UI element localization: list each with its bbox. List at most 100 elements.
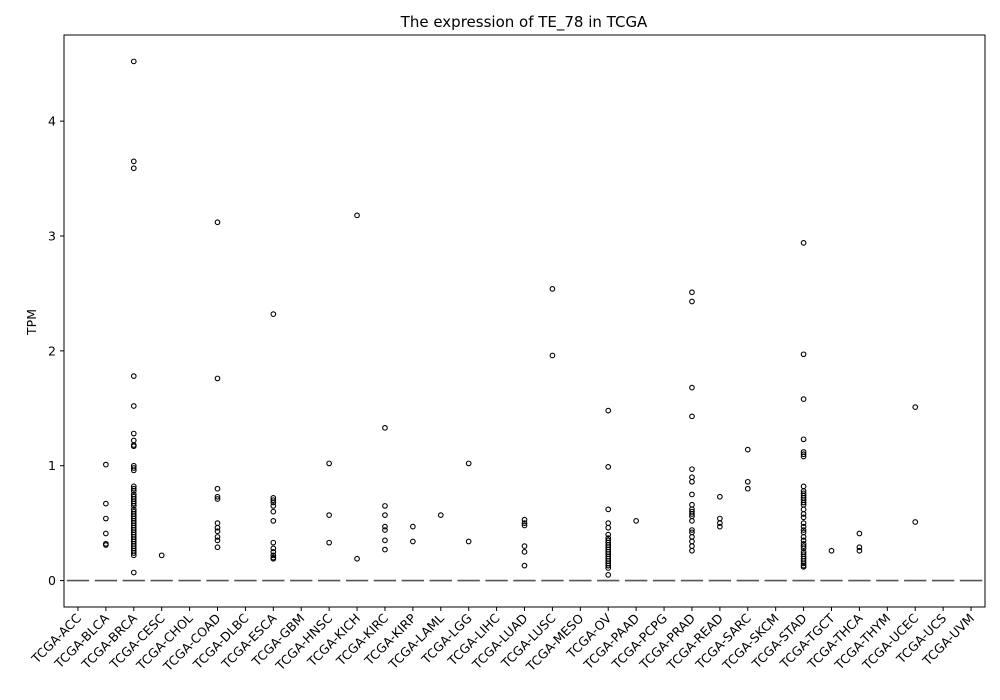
- outlier-point: [130, 165, 137, 172]
- outlier-point: [717, 523, 723, 530]
- outlier-point: [605, 562, 612, 569]
- outlier-point: [130, 467, 137, 474]
- outlier-point: [717, 520, 723, 527]
- outlier-point: [717, 515, 723, 522]
- outlier-point: [270, 508, 277, 515]
- outlier-point: [800, 436, 807, 443]
- outlier-point: [270, 545, 277, 552]
- y-tick-label: 3: [48, 229, 56, 244]
- outlier-point: [326, 512, 332, 518]
- outlier-point: [103, 515, 109, 522]
- outlier-point: [800, 543, 807, 549]
- outlier-point: [214, 375, 221, 382]
- outlier-point: [828, 547, 835, 554]
- outlier-point: [214, 219, 221, 226]
- outlier-point: [270, 539, 277, 546]
- outlier-point: [130, 465, 137, 471]
- outlier-point: [689, 527, 695, 533]
- y-tick-label: 2: [48, 343, 56, 358]
- outlier-point: [354, 212, 360, 219]
- outlier-point: [521, 522, 528, 529]
- outlier-point: [800, 483, 807, 490]
- outlier-point: [382, 527, 388, 533]
- outlier-point: [800, 396, 807, 402]
- outlier-point: [689, 518, 695, 524]
- outlier-point: [744, 446, 751, 453]
- outlier-point: [465, 538, 472, 545]
- outlier-point: [130, 503, 137, 509]
- outlier-point: [521, 549, 528, 555]
- outlier-point: [800, 514, 807, 521]
- outlier-point: [130, 569, 137, 576]
- outlier-point: [689, 466, 695, 473]
- outlier-point: [270, 499, 277, 506]
- outlier-point: [605, 531, 612, 538]
- y-tick-label: 1: [48, 458, 56, 473]
- chart-title: The expression of TE_78 in TCGA: [400, 13, 648, 32]
- outlier-point: [633, 518, 639, 524]
- outlier-point: [382, 512, 388, 518]
- outlier-point: [689, 543, 695, 549]
- outlier-point: [605, 407, 612, 414]
- y-tick-label: 0: [48, 573, 56, 588]
- outlier-point: [689, 534, 695, 540]
- outlier-point: [130, 485, 137, 492]
- outlier-point: [214, 534, 221, 540]
- outlier-point: [689, 491, 695, 498]
- outlier-point: [103, 542, 109, 548]
- outlier-point: [521, 543, 528, 549]
- outlier-point: [605, 571, 612, 578]
- plot-area: 01234TCGA-ACCTCGA-BLCATCGA-BRCATCGA-CESC…: [28, 58, 983, 675]
- outlier-point: [800, 527, 807, 533]
- outlier-point: [800, 545, 807, 552]
- outlier-point: [437, 512, 444, 518]
- outlier-point: [214, 493, 221, 500]
- outlier-point: [270, 552, 277, 559]
- outlier-point: [800, 563, 807, 570]
- outlier-point: [521, 520, 528, 527]
- outlier-point: [270, 518, 277, 524]
- outlier-point: [912, 519, 919, 525]
- outlier-point: [103, 530, 109, 537]
- outlier-point: [744, 485, 751, 492]
- outlier-point: [382, 546, 388, 553]
- plot-frame: [63, 34, 986, 608]
- outlier-point: [130, 443, 137, 450]
- outlier-point: [689, 547, 695, 554]
- outlier-point: [130, 488, 137, 494]
- outlier-point: [270, 497, 277, 504]
- outlier-point: [689, 298, 695, 305]
- outlier-point: [689, 501, 695, 508]
- outlier-point: [800, 523, 807, 530]
- outlier-point: [605, 524, 612, 531]
- outlier-point: [354, 555, 360, 562]
- outlier-point: [800, 351, 807, 358]
- outlier-point: [214, 537, 221, 544]
- outlier-point: [130, 550, 137, 556]
- outlier-point: [800, 499, 807, 506]
- outlier-point: [130, 58, 137, 65]
- outlier-point: [382, 523, 388, 530]
- outlier-point: [158, 552, 165, 559]
- outlier-point: [800, 451, 807, 458]
- outlier-point: [689, 384, 695, 391]
- outlier-point: [717, 493, 723, 500]
- outlier-point: [856, 530, 863, 537]
- outlier-point: [689, 538, 695, 545]
- outlier-point: [605, 464, 612, 470]
- outlier-point: [410, 523, 416, 530]
- outlier-point: [214, 485, 221, 492]
- outlier-point: [689, 413, 695, 420]
- outlier-point: [689, 289, 695, 296]
- outlier-point: [130, 373, 137, 379]
- outlier-point: [800, 240, 807, 246]
- outlier-point: [382, 537, 388, 544]
- outlier-point: [270, 311, 277, 317]
- outlier-point: [270, 503, 277, 509]
- outlier-point: [800, 511, 807, 517]
- outlier-point: [605, 506, 612, 513]
- outlier-point: [326, 460, 332, 467]
- outlier-point: [270, 555, 277, 562]
- outlier-point: [130, 158, 137, 165]
